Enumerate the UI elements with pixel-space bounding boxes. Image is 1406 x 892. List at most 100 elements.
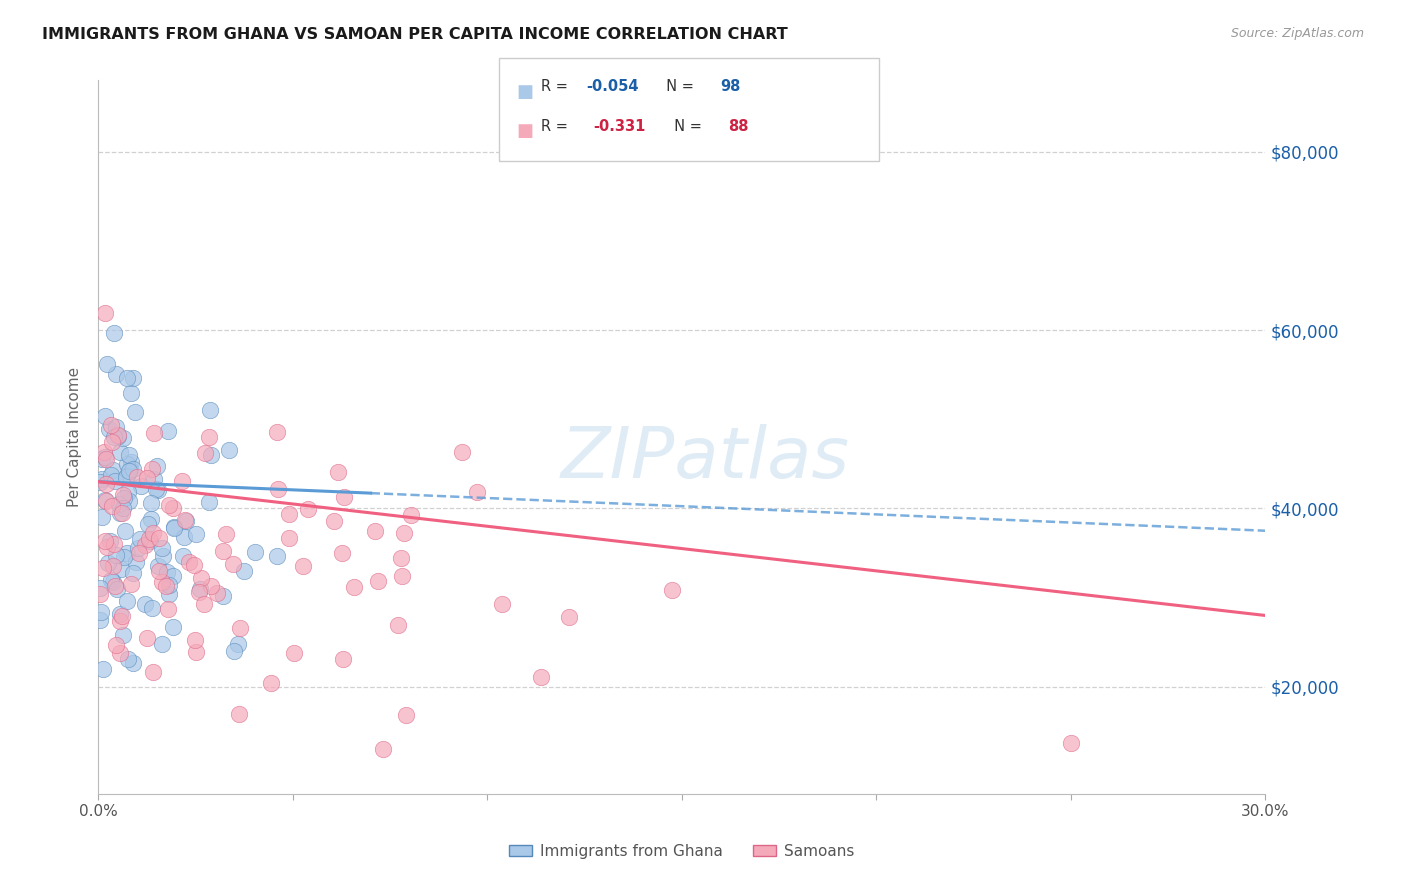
Point <box>198 495 221 509</box>
Point <box>215 526 238 541</box>
Point <box>139 534 162 549</box>
Point <box>200 448 222 462</box>
Point <box>157 587 180 601</box>
Point <box>98 533 121 548</box>
Point <box>100 499 122 513</box>
Point <box>128 546 150 560</box>
Point <box>222 643 245 657</box>
Point <box>162 501 184 516</box>
Point <box>143 472 166 486</box>
Point <box>97 556 120 570</box>
Point <box>110 646 132 660</box>
Text: ■: ■ <box>516 122 533 140</box>
Point <box>124 405 146 419</box>
Point <box>107 427 129 442</box>
Point <box>91 472 114 486</box>
Point <box>90 605 112 619</box>
Point <box>103 537 125 551</box>
Point <box>96 540 118 554</box>
Point <box>115 594 138 608</box>
Point <box>172 549 194 564</box>
Point <box>228 706 250 721</box>
Point <box>104 474 127 488</box>
Legend: Immigrants from Ghana, Samoans: Immigrants from Ghana, Samoans <box>503 838 860 864</box>
Point <box>142 665 165 679</box>
Point <box>232 564 254 578</box>
Point <box>111 506 134 520</box>
Point <box>188 584 211 599</box>
Point <box>112 628 135 642</box>
Point <box>94 493 117 508</box>
Text: -0.331: -0.331 <box>593 119 645 134</box>
Point <box>392 525 415 540</box>
Point <box>148 531 170 545</box>
Point <box>127 541 149 555</box>
Point <box>98 422 121 436</box>
Point <box>401 508 423 523</box>
Point <box>278 507 301 521</box>
Point <box>117 652 139 666</box>
Point <box>150 541 173 556</box>
Point <box>145 482 167 496</box>
Text: 98: 98 <box>720 79 740 95</box>
Point <box>120 455 142 469</box>
Point <box>115 469 138 483</box>
Point <box>104 549 127 563</box>
Point <box>96 494 118 508</box>
Point <box>110 562 132 576</box>
Point <box>112 491 135 506</box>
Point <box>283 646 305 660</box>
Point <box>103 430 125 444</box>
Point <box>89 581 111 595</box>
Point <box>115 546 138 560</box>
Point <box>266 425 288 439</box>
Point <box>91 561 114 575</box>
Point <box>205 586 228 600</box>
Point <box>94 533 117 548</box>
Point <box>387 617 409 632</box>
Point <box>111 609 134 624</box>
Point <box>184 526 207 541</box>
Point <box>143 425 166 440</box>
Point <box>465 485 488 500</box>
Text: N =: N = <box>665 119 707 134</box>
Point <box>184 632 207 647</box>
Point <box>162 620 184 634</box>
Point <box>391 569 413 583</box>
Point <box>190 571 212 585</box>
Point <box>104 638 127 652</box>
Point <box>94 450 117 464</box>
Text: ZIPatlas: ZIPatlas <box>561 424 849 493</box>
Text: R =: R = <box>541 79 572 95</box>
Point <box>157 578 180 592</box>
Point <box>101 463 124 477</box>
Point <box>211 544 233 558</box>
Point <box>93 444 115 458</box>
Point <box>138 532 160 546</box>
Point <box>120 386 142 401</box>
Point <box>111 488 134 502</box>
Point <box>117 371 139 385</box>
Point <box>89 587 111 601</box>
Point <box>135 471 157 485</box>
Text: ■: ■ <box>516 83 533 101</box>
Text: -0.054: -0.054 <box>586 79 638 95</box>
Text: N =: N = <box>657 79 699 95</box>
Point <box>186 644 208 658</box>
Point <box>125 470 148 484</box>
Point <box>173 513 195 527</box>
Point <box>94 452 117 467</box>
Point <box>108 607 131 621</box>
Point <box>104 419 127 434</box>
Text: IMMIGRANTS FROM GHANA VS SAMOAN PER CAPITA INCOME CORRELATION CHART: IMMIGRANTS FROM GHANA VS SAMOAN PER CAPI… <box>42 27 787 42</box>
Point <box>117 464 139 478</box>
Point <box>122 566 145 581</box>
Point <box>200 403 222 417</box>
Point <box>118 448 141 462</box>
Point <box>451 445 474 459</box>
Point <box>114 524 136 538</box>
Point <box>103 574 125 589</box>
Point <box>157 424 180 438</box>
Point <box>170 474 193 488</box>
Point <box>156 565 179 579</box>
